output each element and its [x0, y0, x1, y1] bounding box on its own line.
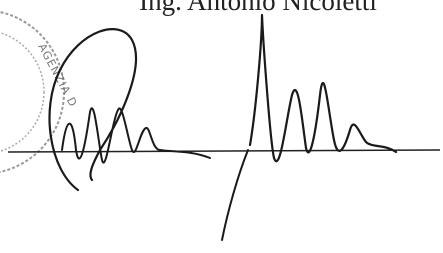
- page: {"name": "Ing. Antonio Nicoletti", "stam…: [0, 0, 443, 253]
- signer-name: Ing. Antonio Nicoletti: [139, 0, 377, 16]
- signature-scan: AGENZIA D Ing. Antonio Nicoletti: [0, 0, 443, 253]
